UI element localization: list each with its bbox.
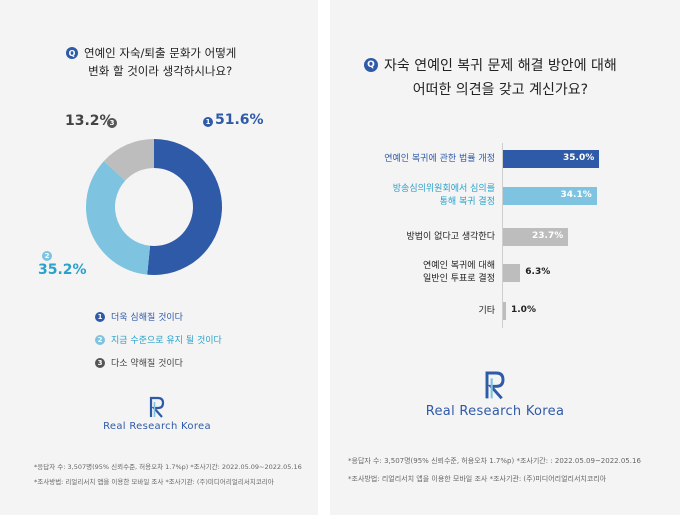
left-panel: Q 연예인 자숙/퇴출 문화가 어떻게 변화 할 것이라 생각하시나요? 1 5… [0, 0, 318, 515]
legend: 1 더욱 심해질 것이다 2 지금 수준으로 유지 될 것이다 3 다소 약해질… [95, 305, 222, 374]
bar-value-1: 35.0% [563, 153, 595, 163]
bar-label-line: 기타 [478, 305, 495, 316]
legend-marker-3: 3 [95, 357, 105, 368]
legend-label-3: 다소 약해질 것이다 [111, 359, 183, 369]
footnote: *응답자 수: 3,507명(95% 신뢰수준, 허용오차 1.7%p) *조사… [348, 452, 641, 488]
slice-1-marker: 1 [203, 117, 213, 127]
slice-1-value: 51.6% [215, 112, 264, 128]
bar-value-5: 1.0% [511, 305, 536, 315]
footnote-line: *응답자 수: 3,507명(95% 신뢰수준, 허용오차 1.7%p) *조사… [348, 457, 641, 465]
donut-slice-1 [147, 139, 223, 276]
slice-3-value: 13.2% [65, 113, 114, 129]
bar-4 [503, 264, 521, 282]
question-badge: Q [66, 47, 78, 59]
legend-label-1: 더욱 심해질 것이다 [111, 313, 183, 323]
bar-label-line: 방송심의위원회에서 심의를 [392, 184, 495, 194]
bar-label-1: 연예인 복귀에 관한 법률 개정 [384, 153, 495, 166]
legend-item-2: 2 지금 수준으로 유지 될 것이다 [95, 328, 222, 351]
bar-label-line: 방법이 없다고 생각한다 [406, 231, 495, 242]
legend-marker-1: 1 [95, 311, 105, 322]
question-line: 연예인 자숙/퇴출 문화가 어떻게 [84, 46, 237, 60]
question-line: 어떠한 의견을 갖고 계신가요? [412, 82, 589, 98]
right-question: Q 자숙 연예인 복귀 문제 해결 방안에 대해 어떠한 의견을 갖고 계신가요… [364, 54, 617, 102]
bar-label-line: 통해 복귀 결정 [439, 197, 495, 207]
bar-label-line: 연예인 복귀에 관한 법률 개정 [384, 153, 495, 164]
brand-logo: Real Research Korea [410, 370, 580, 419]
slice-2-value: 35.2% [38, 262, 87, 278]
logo-text: Real Research Korea [103, 421, 211, 432]
question-badge: Q [364, 58, 378, 72]
legend-item-1: 1 더욱 심해질 것이다 [95, 305, 222, 328]
left-question: Q 연예인 자숙/퇴출 문화가 어떻게 변화 할 것이라 생각하시나요? [66, 44, 236, 80]
bar-value-2: 34.1% [560, 190, 592, 200]
brand-logo: Real Research Korea [92, 396, 222, 432]
donut-slice-2 [85, 161, 151, 275]
bar-3 [503, 228, 568, 246]
question-line: 변화 할 것이라 생각하시나요? [88, 64, 233, 78]
bar-label-line: 연예인 복귀에 대해 [423, 261, 495, 271]
slice-2-marker: 2 [42, 251, 52, 261]
slice-3-marker: 3 [107, 118, 117, 128]
bar-value-4: 6.3% [525, 267, 551, 277]
bar-label-3: 방법이 없다고 생각한다 [406, 231, 495, 244]
bar-label-5: 기타 [478, 305, 495, 318]
right-panel: Q 자숙 연예인 복귀 문제 해결 방안에 대해 어떠한 의견을 갖고 계신가요… [330, 0, 680, 515]
donut-slice-3 [103, 139, 154, 181]
legend-item-3: 3 다소 약해질 것이다 [95, 351, 222, 374]
question-text: 연예인 자숙/퇴출 문화가 어떻게 변화 할 것이라 생각하시나요? [84, 44, 236, 80]
bar-axis [502, 143, 503, 328]
footnote-line: *조사방법: 리얼리서치 앱을 이용한 모바일 조사 *조사기관: (주)미디어… [348, 475, 607, 483]
legend-label-2: 지금 수준으로 유지 될 것이다 [111, 336, 222, 346]
bar-2 [503, 187, 597, 205]
legend-marker-2: 2 [95, 334, 105, 345]
footnote: *응답자 수: 3,507명(95% 신뢰수준, 허용오차 1.7%p) *조사… [34, 460, 302, 490]
logo-text: Real Research Korea [425, 404, 565, 419]
question-line: 자숙 연예인 복귀 문제 해결 방안에 대해 [384, 58, 617, 74]
question-text: 자숙 연예인 복귀 문제 해결 방안에 대해 어떠한 의견을 갖고 계신가요? [384, 54, 617, 102]
bar-label-line: 일반인 투표로 결정 [423, 274, 495, 284]
bar-value-3: 23.7% [532, 231, 564, 241]
footnote-line: *응답자 수: 3,507명(95% 신뢰수준, 허용오차 1.7%p) *조사… [34, 463, 302, 471]
footnote-line: *조사방법: 리얼리서치 앱을 이용한 모바일 조사 *조사기관: (주)미디어… [34, 478, 274, 486]
logo-r-icon [149, 396, 165, 418]
logo-r-icon [485, 371, 505, 400]
bar-5 [503, 302, 506, 320]
donut-chart [85, 139, 223, 276]
bar-1 [503, 150, 599, 168]
